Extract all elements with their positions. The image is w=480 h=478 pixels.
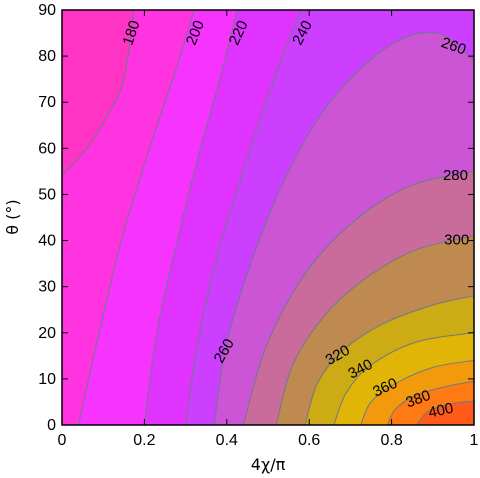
y-tick-label: 60 <box>38 140 56 157</box>
contour-label: 300 <box>444 232 469 249</box>
contour-line-280 <box>242 170 474 425</box>
contour-label: 180 <box>120 18 144 47</box>
x-tick-label: 0.2 <box>133 432 155 449</box>
y-tick-label: 30 <box>38 279 56 296</box>
x-axis: 0 0.2 0.4 0.6 0.8 1 <box>58 10 479 449</box>
y-tick-label: 10 <box>38 371 56 388</box>
x-axis-label: 4χ/π <box>251 455 286 474</box>
x-tick-label: 0 <box>58 432 67 449</box>
y-tick-label: 20 <box>38 325 56 342</box>
y-axis-label: θ (°) <box>3 199 22 234</box>
contour-line-400 <box>415 400 474 425</box>
y-tick-label: 50 <box>38 186 56 203</box>
y-tick-label: 0 <box>47 417 56 434</box>
contour-band-12 <box>416 401 474 425</box>
x-tick-label: 0.8 <box>380 432 402 449</box>
contour-lines <box>62 10 474 425</box>
y-tick-label: 70 <box>38 94 56 111</box>
contour-line-320 <box>304 295 474 425</box>
contour-line-360 <box>360 359 474 425</box>
x-tick-label: 1 <box>470 432 479 449</box>
contour-line-220 <box>143 10 238 425</box>
contour-line-200 <box>78 10 195 425</box>
x-tick-label: 0.6 <box>298 432 320 449</box>
contour-label: 400 <box>427 400 455 422</box>
contour-line-180 <box>62 10 135 177</box>
contour-line-240 <box>185 10 302 425</box>
contour-line-340 <box>333 332 474 425</box>
contour-label: 280 <box>443 167 468 184</box>
x-tick-label: 0.4 <box>216 432 238 449</box>
plot-frame <box>61 9 475 426</box>
contour-line-380 <box>387 380 474 425</box>
contour-line-300 <box>275 235 474 425</box>
contour-line-260 <box>213 32 474 425</box>
y-tick-label: 90 <box>38 2 56 19</box>
y-tick-label: 80 <box>38 48 56 65</box>
y-axis: 0 10 20 30 40 50 60 70 80 90 <box>38 2 474 434</box>
y-tick-label: 40 <box>38 233 56 250</box>
contour-bands <box>62 10 474 425</box>
